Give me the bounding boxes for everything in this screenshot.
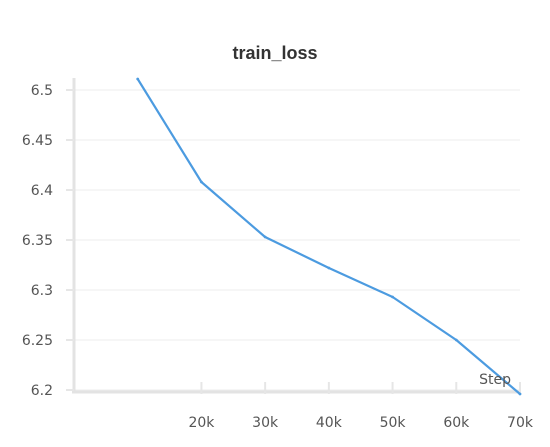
- y-tick-label: 6.25: [22, 333, 53, 349]
- data-point: [200, 180, 203, 184]
- chart-title: train_loss: [232, 43, 317, 63]
- series-layer: [136, 77, 522, 396]
- x-axis-ticks: 20k 30k 40k 50k 60k 70k: [188, 382, 534, 431]
- y-tick-label: 6.2: [31, 383, 53, 399]
- x-tick-label: 30k: [252, 415, 279, 431]
- y-tick-label: 6.4: [31, 183, 53, 199]
- data-point: [263, 235, 267, 239]
- data-point: [327, 266, 331, 270]
- x-tick-label: 20k: [188, 415, 215, 431]
- data-point: [518, 392, 522, 396]
- x-axis-label: Step: [479, 372, 511, 388]
- axes: [72, 78, 520, 394]
- data-point: [391, 295, 394, 299]
- y-tick-label: 6.45: [22, 133, 53, 149]
- grid: [74, 89, 520, 391]
- data-point: [454, 338, 458, 342]
- y-tick-label: 6.35: [22, 233, 53, 249]
- x-tick-label: 50k: [380, 415, 407, 431]
- y-tick-label: 6.3: [31, 283, 53, 299]
- y-axis-ticks: 6.2 6.25 6.3 6.35 6.4 6.45 6.5: [22, 83, 74, 399]
- y-tick-label: 6.5: [31, 83, 53, 99]
- series-line: [136, 77, 522, 396]
- x-tick-label: 40k: [316, 415, 343, 431]
- x-tick-label: 60k: [443, 415, 470, 431]
- x-tick-label: 70k: [507, 415, 534, 431]
- data-point: [136, 77, 140, 81]
